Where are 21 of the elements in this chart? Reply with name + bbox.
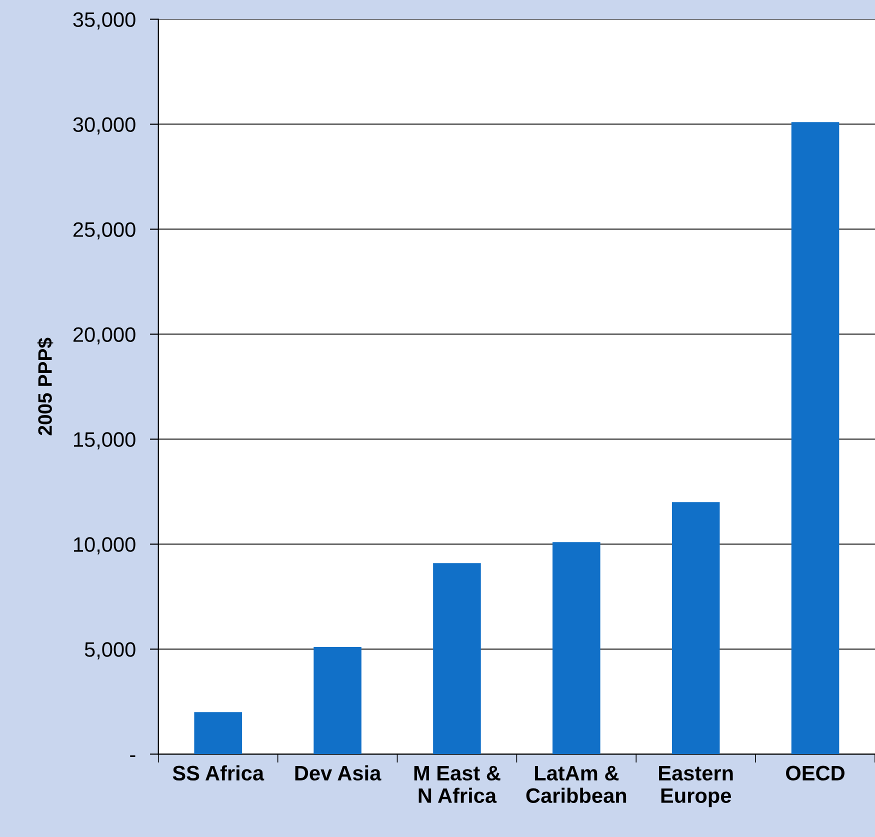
x-tick-label: Eastern Europe — [659, 766, 733, 808]
x-tick-label: OECD — [786, 766, 844, 781]
x-tick-label: SS Africa — [172, 765, 264, 781]
y-tick-label: 10,000 — [74, 537, 136, 554]
bar — [552, 542, 600, 754]
y-tick-label: 20,000 — [73, 327, 136, 344]
y-tick-label: 5,000 — [84, 642, 136, 660]
x-tick-label: Dev Asia — [295, 765, 382, 781]
y-tick-label: 25,000 — [73, 222, 136, 240]
y-tick-label: - — [130, 755, 136, 757]
y-tick-label: 15,000 — [74, 432, 136, 450]
bar — [194, 712, 242, 754]
bar — [314, 647, 362, 754]
y-axis-title: 2005 PPP$ — [37, 338, 54, 436]
bar — [791, 122, 840, 754]
x-tick-label: LatAm & Caribbean — [526, 766, 626, 803]
y-tick-label: 30,000 — [73, 117, 136, 134]
y-tick-label: 35,000 — [73, 12, 136, 30]
bar — [433, 563, 481, 754]
bar — [672, 502, 720, 754]
x-tick-label: M East & N Africa — [414, 766, 500, 803]
